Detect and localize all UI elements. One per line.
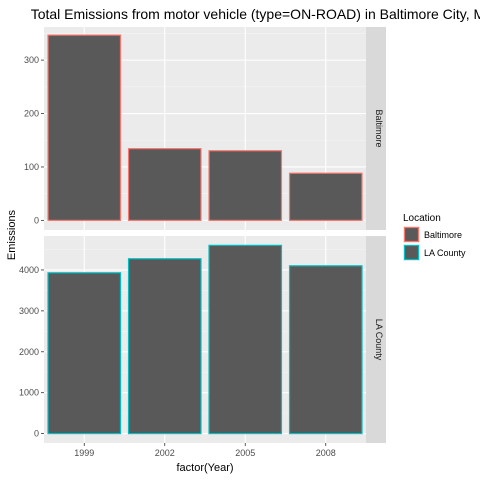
legend-entry-la-county: LA County xyxy=(403,244,466,261)
y-tick-label: 200 xyxy=(24,109,39,119)
y-tick-label: 2000 xyxy=(19,347,39,357)
bar-2002 xyxy=(127,258,202,435)
legend-entry-baltimore: Baltimore xyxy=(403,226,462,243)
x-tick-label: 2005 xyxy=(235,448,255,458)
facet-strip-label: Baltimore xyxy=(374,109,384,147)
y-ticks: 0 1000 2000 3000 4000 xyxy=(19,265,44,439)
y-tick-label: 100 xyxy=(24,162,39,172)
bar-1999 xyxy=(47,34,122,221)
legend-key-swatch xyxy=(403,244,420,261)
bar-2005 xyxy=(208,150,283,221)
y-tick-label: 1000 xyxy=(19,388,39,398)
y-ticks: 0 100 200 300 xyxy=(24,55,44,225)
facet-strip-label: LA County xyxy=(374,319,384,361)
legend-label: Baltimore xyxy=(424,230,462,240)
legend-title: Location xyxy=(403,213,441,224)
bars xyxy=(47,34,363,221)
y-tick-label: 300 xyxy=(24,55,39,65)
y-tick-label: 3000 xyxy=(19,306,39,316)
bar-1999 xyxy=(47,272,122,435)
legend-label: LA County xyxy=(424,248,466,258)
facet-panel-baltimore: 0 100 200 300 Baltimore xyxy=(24,27,386,230)
chart-title: Total Emissions from motor vehicle (type… xyxy=(31,6,480,22)
x-tick-label: 1999 xyxy=(74,448,94,458)
facet-panel-la-county: 0 1000 2000 3000 4000 LA County xyxy=(19,236,386,443)
legend-key-swatch xyxy=(403,226,420,243)
x-axis-title: factor(Year) xyxy=(176,462,233,474)
facet-strip xyxy=(366,236,386,443)
bar-2005 xyxy=(208,244,283,435)
y-tick-label: 4000 xyxy=(19,265,39,275)
y-tick-label: 0 xyxy=(34,429,39,439)
facet-strip xyxy=(366,27,386,230)
bar-2002 xyxy=(127,148,202,221)
bars xyxy=(47,244,363,435)
x-tick-label: 2002 xyxy=(155,448,175,458)
x-tick-label: 2008 xyxy=(316,448,336,458)
legend: Location Baltimore LA County xyxy=(403,213,466,261)
y-axis-title: Emissions xyxy=(6,209,18,260)
x-axis: 1999 2002 2005 2008 xyxy=(74,443,336,458)
bar-2008 xyxy=(288,265,363,435)
bar-2008 xyxy=(288,172,363,221)
y-tick-label: 0 xyxy=(34,215,39,225)
